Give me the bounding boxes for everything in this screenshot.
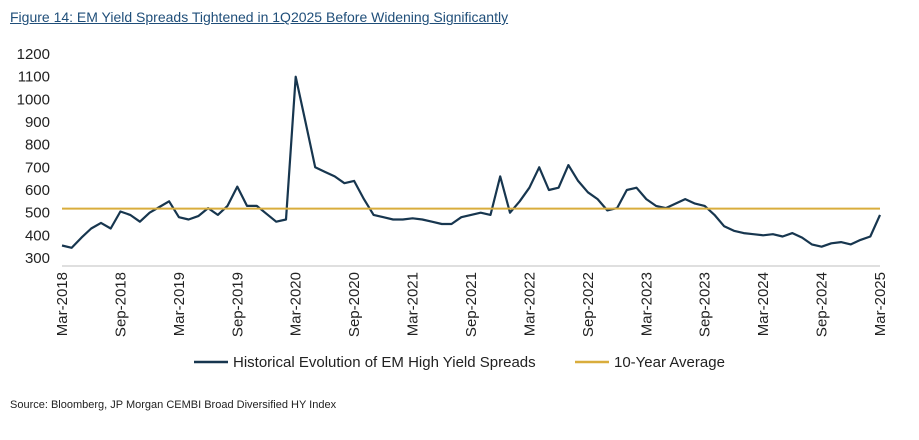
plot-area xyxy=(61,75,882,249)
line-chart: 300 400 500 600 700 800 900 1000 1100 1200 Mar-20… xyxy=(17,46,889,371)
y-tick-label: 900 xyxy=(25,114,50,131)
y-tick-label: 1200 xyxy=(17,46,50,63)
y-tick-label: 800 xyxy=(25,137,50,154)
y-tick-label: 700 xyxy=(25,159,50,176)
x-tick-label: Mar-2021 xyxy=(405,272,422,336)
x-tick-label: Sep-2021 xyxy=(463,272,480,337)
x-tick-label: Sep-2024 xyxy=(814,272,831,337)
x-tick-label: Mar-2025 xyxy=(872,272,889,336)
figure-title: Figure 14: EM Yield Spreads Tightened in… xyxy=(10,9,509,25)
x-tick-label: Sep-2019 xyxy=(229,272,246,337)
source-note: Source: Bloomberg, JP Morgan CEMBI Broad… xyxy=(10,399,337,411)
y-tick-label: 400 xyxy=(25,227,50,244)
x-tick-label: Sep-2018 xyxy=(112,272,129,337)
x-axis: Mar-2018 Sep-2018 Mar-2019 Sep-2019 Mar-2020… xyxy=(54,265,889,337)
x-tick-label: Mar-2022 xyxy=(521,272,538,336)
legend: Historical Evolution of EM High Yield Sp… xyxy=(194,354,725,371)
series-line-em-hy-spreads xyxy=(61,75,882,249)
x-tick-label: Sep-2022 xyxy=(580,272,597,337)
x-tick-label: Mar-2023 xyxy=(638,272,655,336)
y-tick-label: 600 xyxy=(25,182,50,199)
x-tick-label: Sep-2023 xyxy=(697,272,714,337)
y-tick-label: 300 xyxy=(25,250,50,267)
y-axis: 300 400 500 600 700 800 900 1000 1100 1200 xyxy=(17,46,50,267)
x-tick-label: Mar-2019 xyxy=(171,272,188,336)
y-tick-label: 1100 xyxy=(18,69,50,86)
legend-label: Historical Evolution of EM High Yield Sp… xyxy=(233,354,536,371)
x-tick-label: Sep-2020 xyxy=(346,272,363,337)
x-tick-label: Mar-2020 xyxy=(288,272,305,336)
x-tick-label: Mar-2018 xyxy=(54,272,71,336)
y-tick-label: 500 xyxy=(25,205,50,222)
x-tick-label: Mar-2024 xyxy=(755,272,772,336)
legend-label: 10-Year Average xyxy=(614,354,725,371)
y-tick-label: 1000 xyxy=(17,91,50,108)
